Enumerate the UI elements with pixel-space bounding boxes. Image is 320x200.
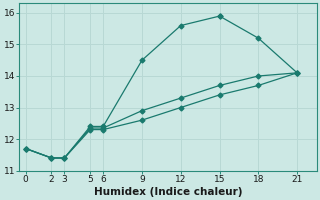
X-axis label: Humidex (Indice chaleur): Humidex (Indice chaleur) xyxy=(93,187,242,197)
